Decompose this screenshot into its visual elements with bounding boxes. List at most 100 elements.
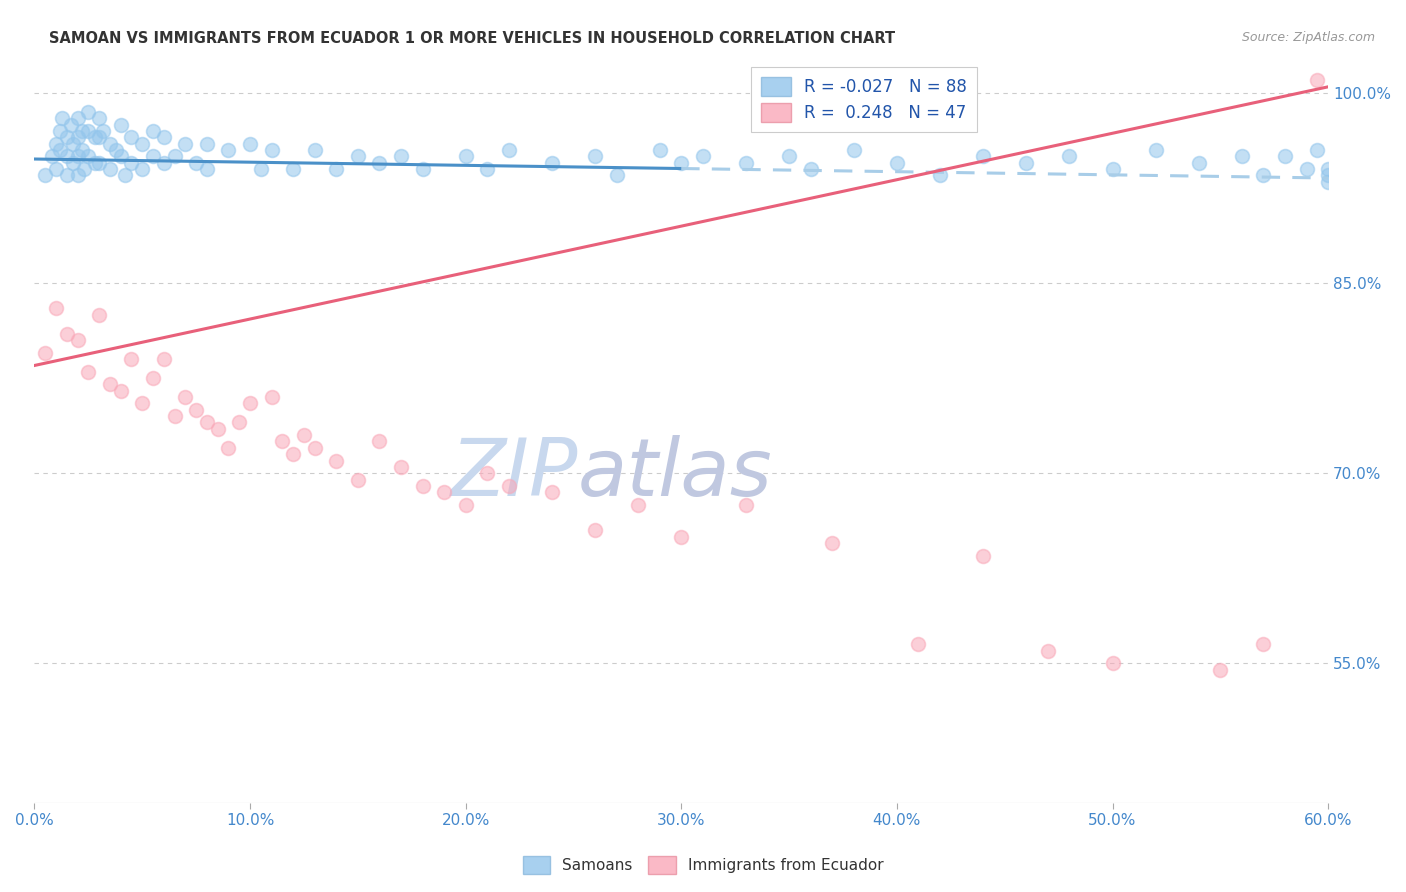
Point — [671, 156, 693, 170]
Point — [498, 143, 520, 157]
Point — [110, 149, 132, 163]
Point — [77, 365, 100, 379]
Point — [131, 162, 153, 177]
Point — [49, 124, 72, 138]
Point — [325, 162, 347, 177]
Point — [55, 169, 77, 183]
Point — [735, 498, 758, 512]
Point — [87, 156, 110, 170]
Point — [412, 162, 434, 177]
Point — [583, 149, 606, 163]
Legend: R = -0.027   N = 88, R =  0.248   N = 47: R = -0.027 N = 88, R = 0.248 N = 47 — [751, 67, 977, 132]
Point — [1015, 156, 1038, 170]
Point — [87, 112, 110, 126]
Point — [55, 130, 77, 145]
Point — [304, 143, 326, 157]
Point — [907, 637, 929, 651]
Point — [142, 124, 165, 138]
Point — [217, 143, 239, 157]
Point — [800, 162, 823, 177]
Point — [66, 169, 89, 183]
Point — [1274, 149, 1296, 163]
Point — [541, 156, 564, 170]
Point — [174, 390, 197, 404]
Point — [239, 136, 262, 151]
Point — [1253, 637, 1275, 651]
Point — [606, 169, 628, 183]
Point — [1317, 175, 1340, 189]
Point — [174, 136, 197, 151]
Point — [93, 124, 115, 138]
Point — [70, 143, 93, 157]
Text: SAMOAN VS IMMIGRANTS FROM ECUADOR 1 OR MORE VEHICLES IN HOUSEHOLD CORRELATION CH: SAMOAN VS IMMIGRANTS FROM ECUADOR 1 OR M… — [49, 31, 896, 46]
Point — [98, 377, 121, 392]
Point — [184, 156, 207, 170]
Point — [228, 416, 250, 430]
Point — [142, 371, 165, 385]
Point — [131, 136, 153, 151]
Point — [77, 124, 100, 138]
Point — [66, 112, 89, 126]
Point — [346, 473, 368, 487]
Point — [498, 479, 520, 493]
Point — [152, 352, 174, 367]
Point — [120, 156, 142, 170]
Point — [1101, 162, 1123, 177]
Point — [120, 130, 142, 145]
Point — [34, 346, 56, 360]
Point — [281, 447, 304, 461]
Point — [821, 536, 844, 550]
Point — [972, 149, 994, 163]
Point — [77, 149, 100, 163]
Point — [929, 169, 952, 183]
Point — [131, 396, 153, 410]
Point — [412, 479, 434, 493]
Point — [1059, 149, 1081, 163]
Point — [325, 453, 347, 467]
Point — [735, 156, 758, 170]
Point — [1306, 73, 1329, 87]
Point — [105, 143, 128, 157]
Point — [583, 523, 606, 537]
Point — [195, 416, 218, 430]
Point — [671, 529, 693, 543]
Point — [98, 162, 121, 177]
Point — [477, 162, 499, 177]
Point — [83, 130, 105, 145]
Point — [66, 149, 89, 163]
Point — [45, 162, 67, 177]
Text: atlas: atlas — [578, 434, 772, 513]
Point — [281, 162, 304, 177]
Point — [98, 136, 121, 151]
Point — [648, 143, 671, 157]
Point — [1317, 169, 1340, 183]
Point — [195, 136, 218, 151]
Point — [541, 485, 564, 500]
Point — [239, 396, 262, 410]
Point — [389, 149, 412, 163]
Point — [1230, 149, 1253, 163]
Point — [66, 333, 89, 347]
Point — [1317, 162, 1340, 177]
Point — [1101, 656, 1123, 670]
Point — [163, 409, 186, 424]
Point — [60, 118, 83, 132]
Point — [249, 162, 271, 177]
Point — [454, 149, 477, 163]
Point — [49, 143, 72, 157]
Point — [55, 149, 77, 163]
Point — [70, 124, 93, 138]
Point — [184, 402, 207, 417]
Point — [110, 118, 132, 132]
Point — [368, 434, 391, 449]
Point — [271, 434, 294, 449]
Point — [1188, 156, 1211, 170]
Point — [83, 156, 105, 170]
Point — [304, 441, 326, 455]
Point — [1295, 162, 1317, 177]
Point — [45, 136, 67, 151]
Point — [292, 428, 315, 442]
Point — [260, 390, 283, 404]
Text: ZIP: ZIP — [450, 434, 578, 513]
Point — [1253, 169, 1275, 183]
